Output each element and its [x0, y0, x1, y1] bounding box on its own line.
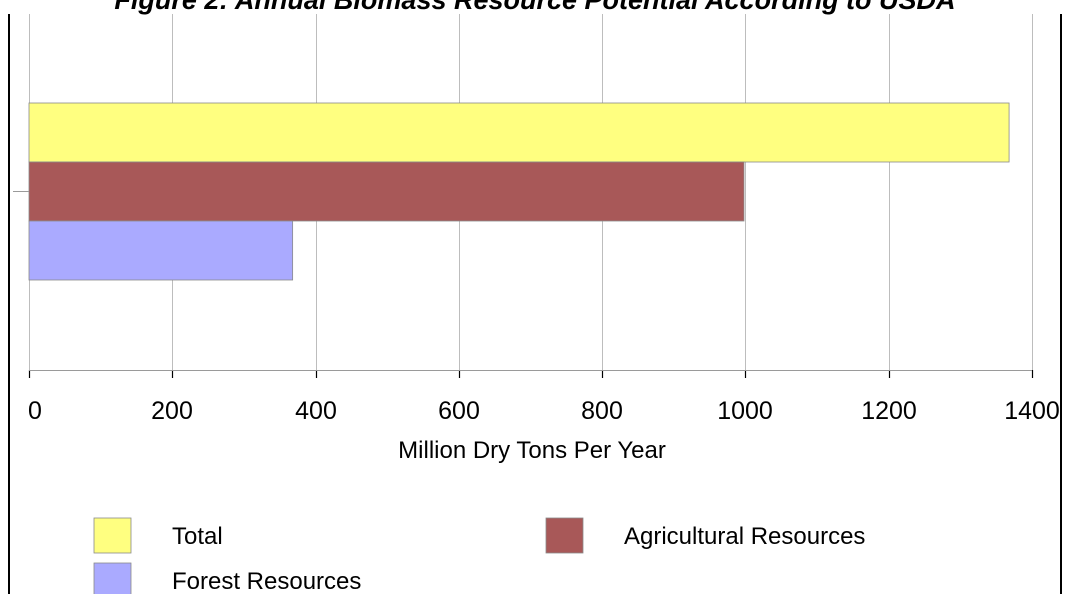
x-tick-label: 1200 — [861, 397, 917, 425]
legend-label: Total — [172, 523, 223, 550]
bar — [28, 220, 294, 281]
x-tick-label: 800 — [581, 397, 623, 425]
bar — [28, 161, 745, 222]
x-tick-label: 400 — [295, 397, 337, 425]
legend: Total Agricultural Resources Forest Resour… — [93, 517, 865, 594]
x-tick-label: 1400 — [1004, 397, 1060, 425]
x-tick-label: 1000 — [717, 397, 773, 425]
legend-swatch — [93, 517, 132, 554]
x-tick-label: 200 — [151, 397, 193, 425]
legend-swatch — [545, 517, 584, 554]
chart-title: Figure 2: Annual Biomass Resource Potent… — [114, 0, 955, 15]
x-tick-label: 600 — [438, 397, 480, 425]
bar — [28, 102, 1010, 163]
legend-label: Agricultural Resources — [624, 523, 865, 550]
bars — [28, 102, 1010, 281]
legend-label: Forest Resources — [172, 568, 361, 594]
x-tick-label: 0 — [28, 397, 42, 425]
legend-swatch — [93, 562, 132, 594]
x-axis: 0 200 400 600 800 1000 1200 1400 — [13, 191, 1060, 425]
x-axis-title: Million Dry Tons Per Year — [398, 437, 666, 464]
